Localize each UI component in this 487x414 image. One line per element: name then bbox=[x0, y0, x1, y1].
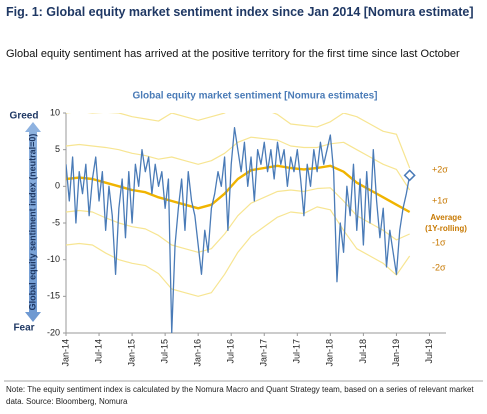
y-tick-label: -5 bbox=[52, 217, 60, 227]
x-tick-label: Jan-19 bbox=[391, 339, 401, 367]
sentiment-line bbox=[66, 127, 411, 333]
sigma-label: -1σ bbox=[432, 237, 446, 247]
latest-marker bbox=[403, 169, 416, 182]
y-tick-label: 5 bbox=[55, 144, 60, 154]
x-tick-label: Jan-14 bbox=[60, 339, 70, 367]
x-tick-label: Jul-16 bbox=[226, 339, 236, 364]
x-tick-label: Jan-17 bbox=[259, 339, 269, 367]
x-tick-label: Jan-18 bbox=[325, 339, 335, 367]
y-tick-label: -20 bbox=[47, 327, 60, 337]
sigma-line bbox=[66, 113, 411, 169]
x-tick-label: Jul-17 bbox=[292, 339, 302, 364]
plot bbox=[66, 113, 411, 333]
y-tick-label: 10 bbox=[50, 107, 60, 117]
y-arrow bbox=[25, 122, 41, 322]
y-tick-label: -10 bbox=[47, 254, 60, 264]
text-line: Global equity sentiment has arrived at t… bbox=[6, 48, 460, 60]
sigma-line bbox=[66, 206, 411, 297]
greed-label: Greed bbox=[10, 111, 39, 122]
x-tick-label: Jul-14 bbox=[93, 339, 103, 364]
figure-subtitle: Global equity sentiment has arrived at t… bbox=[6, 48, 460, 60]
sigma-line bbox=[66, 136, 411, 191]
text-line: Average bbox=[430, 213, 462, 222]
fear-label: Fear bbox=[13, 323, 34, 334]
figure-title: Fig. 1: Global equity market sentiment i… bbox=[6, 5, 474, 19]
chart-title: Global equity market sentiment [Nomura e… bbox=[132, 91, 377, 102]
x-tick-label: Jul-15 bbox=[160, 339, 170, 364]
y-axis-label: Global equity sentiment index (neutral=0… bbox=[27, 134, 37, 311]
average-label: Average (1Y-rolling) bbox=[425, 213, 467, 233]
text-line: Fig. 1: Global equity market sentiment i… bbox=[6, 5, 474, 19]
text-line: data. Source: Bloomberg, Nomura bbox=[6, 397, 128, 406]
x-tick-label: Jan-15 bbox=[126, 339, 136, 367]
text-line: (1Y-rolling) bbox=[425, 224, 467, 233]
x-tick-label: Jul-18 bbox=[358, 339, 368, 364]
sigma-label: +2σ bbox=[432, 164, 448, 174]
x-tick-label: Jul-19 bbox=[424, 339, 434, 364]
sigma-line bbox=[66, 187, 410, 253]
x-tick-label: Jan-16 bbox=[193, 339, 203, 367]
note: Note: The equity sentiment index is calc… bbox=[6, 385, 474, 406]
sigma-label: +1σ bbox=[432, 195, 448, 205]
text-line: Note: The equity sentiment index is calc… bbox=[6, 385, 474, 394]
sigma-label: -2σ bbox=[432, 262, 446, 272]
y-tick-label: -15 bbox=[47, 291, 60, 301]
y-tick-label: 0 bbox=[55, 181, 60, 191]
